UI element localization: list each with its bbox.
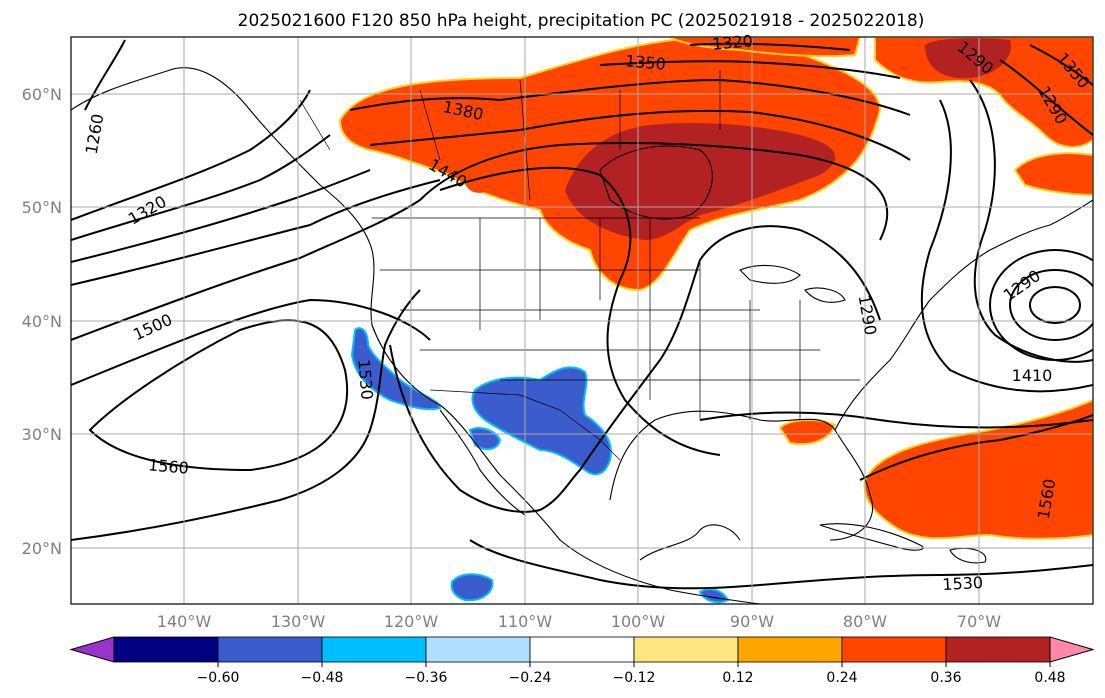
colorbar-tick-label: −0.60: [197, 670, 240, 686]
colorbar-swatch: [737, 636, 843, 663]
contour-c: [71, 169, 371, 263]
colorbar-swatch: [841, 636, 947, 663]
colorbar-swatch: [113, 636, 219, 663]
east-coastline: [834, 199, 1093, 431]
pacific-south-anomaly: [450, 573, 494, 602]
colorbar-tick-label: 0.12: [722, 670, 753, 686]
contour-1560-high: [88, 319, 349, 472]
baja-peninsula: [439, 409, 526, 516]
colorbar-tick-label: 0.36: [930, 670, 961, 686]
contour-1350-ne: [1029, 44, 1093, 86]
contour-1260-west: [84, 39, 126, 111]
contour-1320-north: [689, 42, 851, 51]
contour-i: [969, 79, 1093, 363]
lon-label: 130°W: [271, 612, 326, 631]
lon-label: 140°W: [157, 612, 212, 631]
contour-1410: [369, 109, 911, 161]
lat-label: 60°N: [22, 85, 62, 104]
hudson-bay: [599, 145, 713, 220]
contour-1440: [439, 166, 721, 456]
contour-d: [71, 179, 441, 286]
northeast-anomaly: [874, 37, 1093, 148]
northeast-anomaly-inner: [925, 38, 1011, 79]
contour-label: 1530: [942, 573, 984, 594]
colorbar-tick-label: −0.24: [509, 670, 552, 686]
alaska-anomaly-patch: [465, 178, 487, 193]
colorbar-swatch: [945, 636, 1051, 663]
lon-label: 80°W: [843, 612, 887, 631]
lon-label: 110°W: [498, 612, 553, 631]
state-borders-horizontal: [380, 269, 860, 381]
colorbar-extend-high: [1049, 636, 1095, 663]
contour-1500: [71, 142, 889, 341]
contour-1530-south: [469, 539, 1093, 590]
labrador-anomaly: [1013, 152, 1093, 197]
florida-anomaly: [778, 419, 837, 445]
gulf-coastline: [609, 410, 874, 541]
colorbar-swatch: [217, 636, 323, 663]
lat-label: 50°N: [22, 198, 62, 217]
longitude-labels: 140°W 130°W 120°W 110°W 100°W 90°W 80°W …: [157, 612, 1001, 631]
colorbar: −0.60 −0.48 −0.36 −0.24 −0.12 0.12 0.24 0.36 0.4…: [69, 636, 1095, 686]
gridlines: [71, 37, 1093, 604]
contour-h: [920, 99, 1093, 393]
map-panel: 1260 1320 1320 1350 1380 1440 1500 1530 …: [70, 31, 1094, 605]
colorbar-tick-label: 0.24: [826, 670, 857, 686]
colorbar-swatch: [321, 636, 427, 663]
contour-label: 1560: [147, 455, 189, 477]
colorbar-tick-label: −0.48: [301, 670, 344, 686]
contour-a: [71, 89, 311, 221]
state-borders-vertical: [479, 218, 801, 420]
low-center-1: [1029, 286, 1081, 324]
baja-anomaly: [468, 427, 502, 451]
contour-label: 1410: [1012, 366, 1053, 385]
california-anomaly: [350, 327, 442, 411]
colorbar-swatch: [425, 636, 531, 663]
contour-label: 1530: [354, 358, 376, 400]
low-center-3: [989, 249, 1093, 361]
north-america-coastline: [71, 67, 761, 604]
contour-label: 1350: [624, 51, 666, 73]
contour-label: 1320: [711, 31, 753, 53]
map-frame: [70, 36, 1094, 605]
coastlines: [71, 67, 1093, 604]
us-mexico-border: [429, 389, 621, 461]
contour-1290-ne: [999, 59, 1093, 136]
map-title: 2025021600 F120 850 hPa height, precipit…: [238, 11, 925, 31]
latitude-labels: 60°N 50°N 40°N 30°N 20°N: [22, 85, 62, 558]
political-borders: [299, 70, 860, 461]
lon-label: 90°W: [730, 612, 774, 631]
colorbar-swatch: [633, 636, 739, 663]
lon-label: 70°W: [957, 612, 1001, 631]
contour-1530: [389, 225, 881, 513]
canada-anomaly-inner: [565, 123, 836, 240]
lon-label: 120°W: [384, 612, 439, 631]
contour-f: [71, 289, 421, 541]
lat-label: 20°N: [22, 539, 62, 558]
hispaniola-coastline: [949, 547, 987, 564]
colorbar-tick-label: −0.12: [613, 670, 656, 686]
colorbar-tick-label: 0.48: [1034, 670, 1065, 686]
contour-g: [699, 411, 1093, 429]
lat-label: 40°N: [22, 312, 62, 331]
great-lakes: [739, 264, 846, 303]
colorbar-tick-label: −0.36: [405, 670, 448, 686]
contour-1350: [599, 60, 901, 79]
contour-b: [71, 134, 331, 241]
colorbar-swatch: [529, 636, 635, 663]
low-center-2: [1009, 269, 1093, 341]
lat-label: 30°N: [22, 425, 62, 444]
cuba-coastline: [819, 523, 924, 551]
lon-label: 100°W: [611, 612, 666, 631]
yucatan-coastline: [639, 524, 741, 561]
colorbar-extend-low: [69, 636, 115, 663]
